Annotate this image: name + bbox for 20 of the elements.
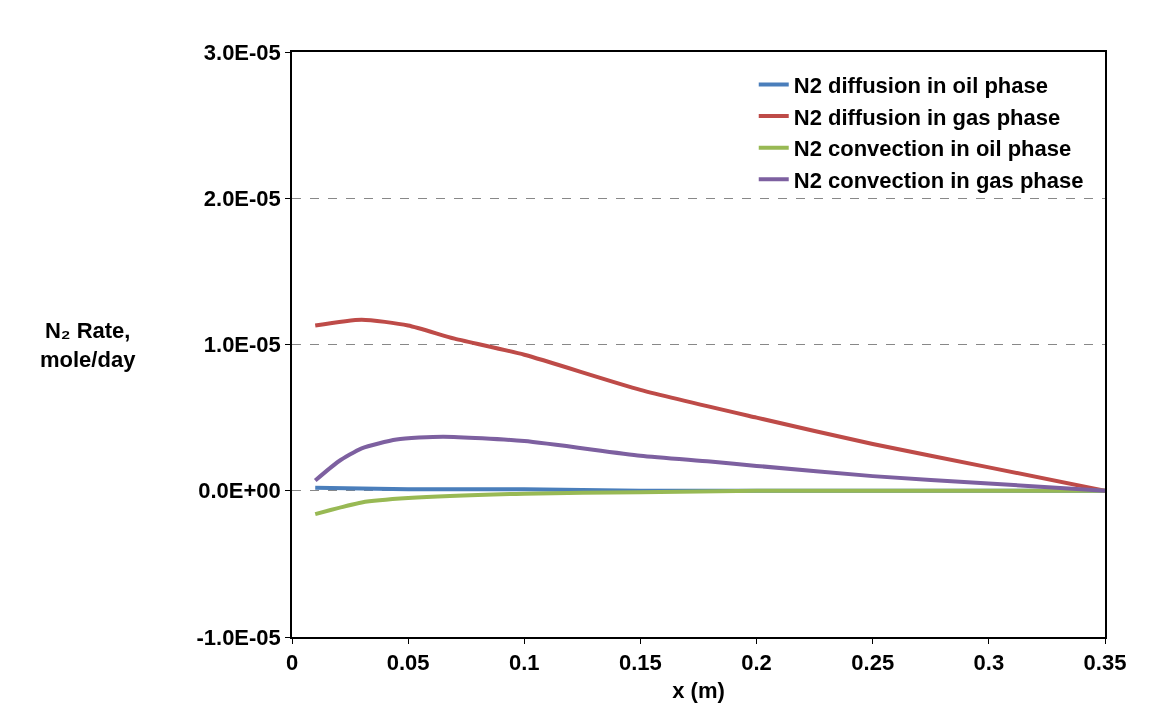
legend-label: N2 diffusion in gas phase [793,104,1061,130]
y-tick-label: 0.0E+00 [198,478,281,504]
y-tick-label: -1.0E-05 [196,624,281,650]
x-tick-label: 0.35 [1083,650,1127,676]
y-tick-label: 3.0E-05 [203,39,281,65]
line-series [313,434,1105,493]
legend-label: N2 diffusion in oil phase [793,73,1048,99]
legend-label: N2 convection in gas phase [793,167,1084,193]
y-axis-title: N₂ Rate, mole/day [40,318,137,372]
x-axis-title: x (m) [672,677,725,703]
x-tick-label: 0 [285,650,299,676]
legend-label: N2 convection in oil phase [793,136,1072,162]
x-tick-label: 0.2 [741,650,772,676]
y-tick-label: 1.0E-05 [203,332,281,358]
x-tick-label: 0.05 [386,650,430,676]
x-tick-label: 0.15 [619,650,662,676]
y-tick-label: 2.0E-05 [203,185,281,211]
x-tick-label: 0.3 [973,650,1005,676]
x-tick-label: 0.1 [508,650,540,676]
x-tick-label: 0.25 [851,650,895,676]
